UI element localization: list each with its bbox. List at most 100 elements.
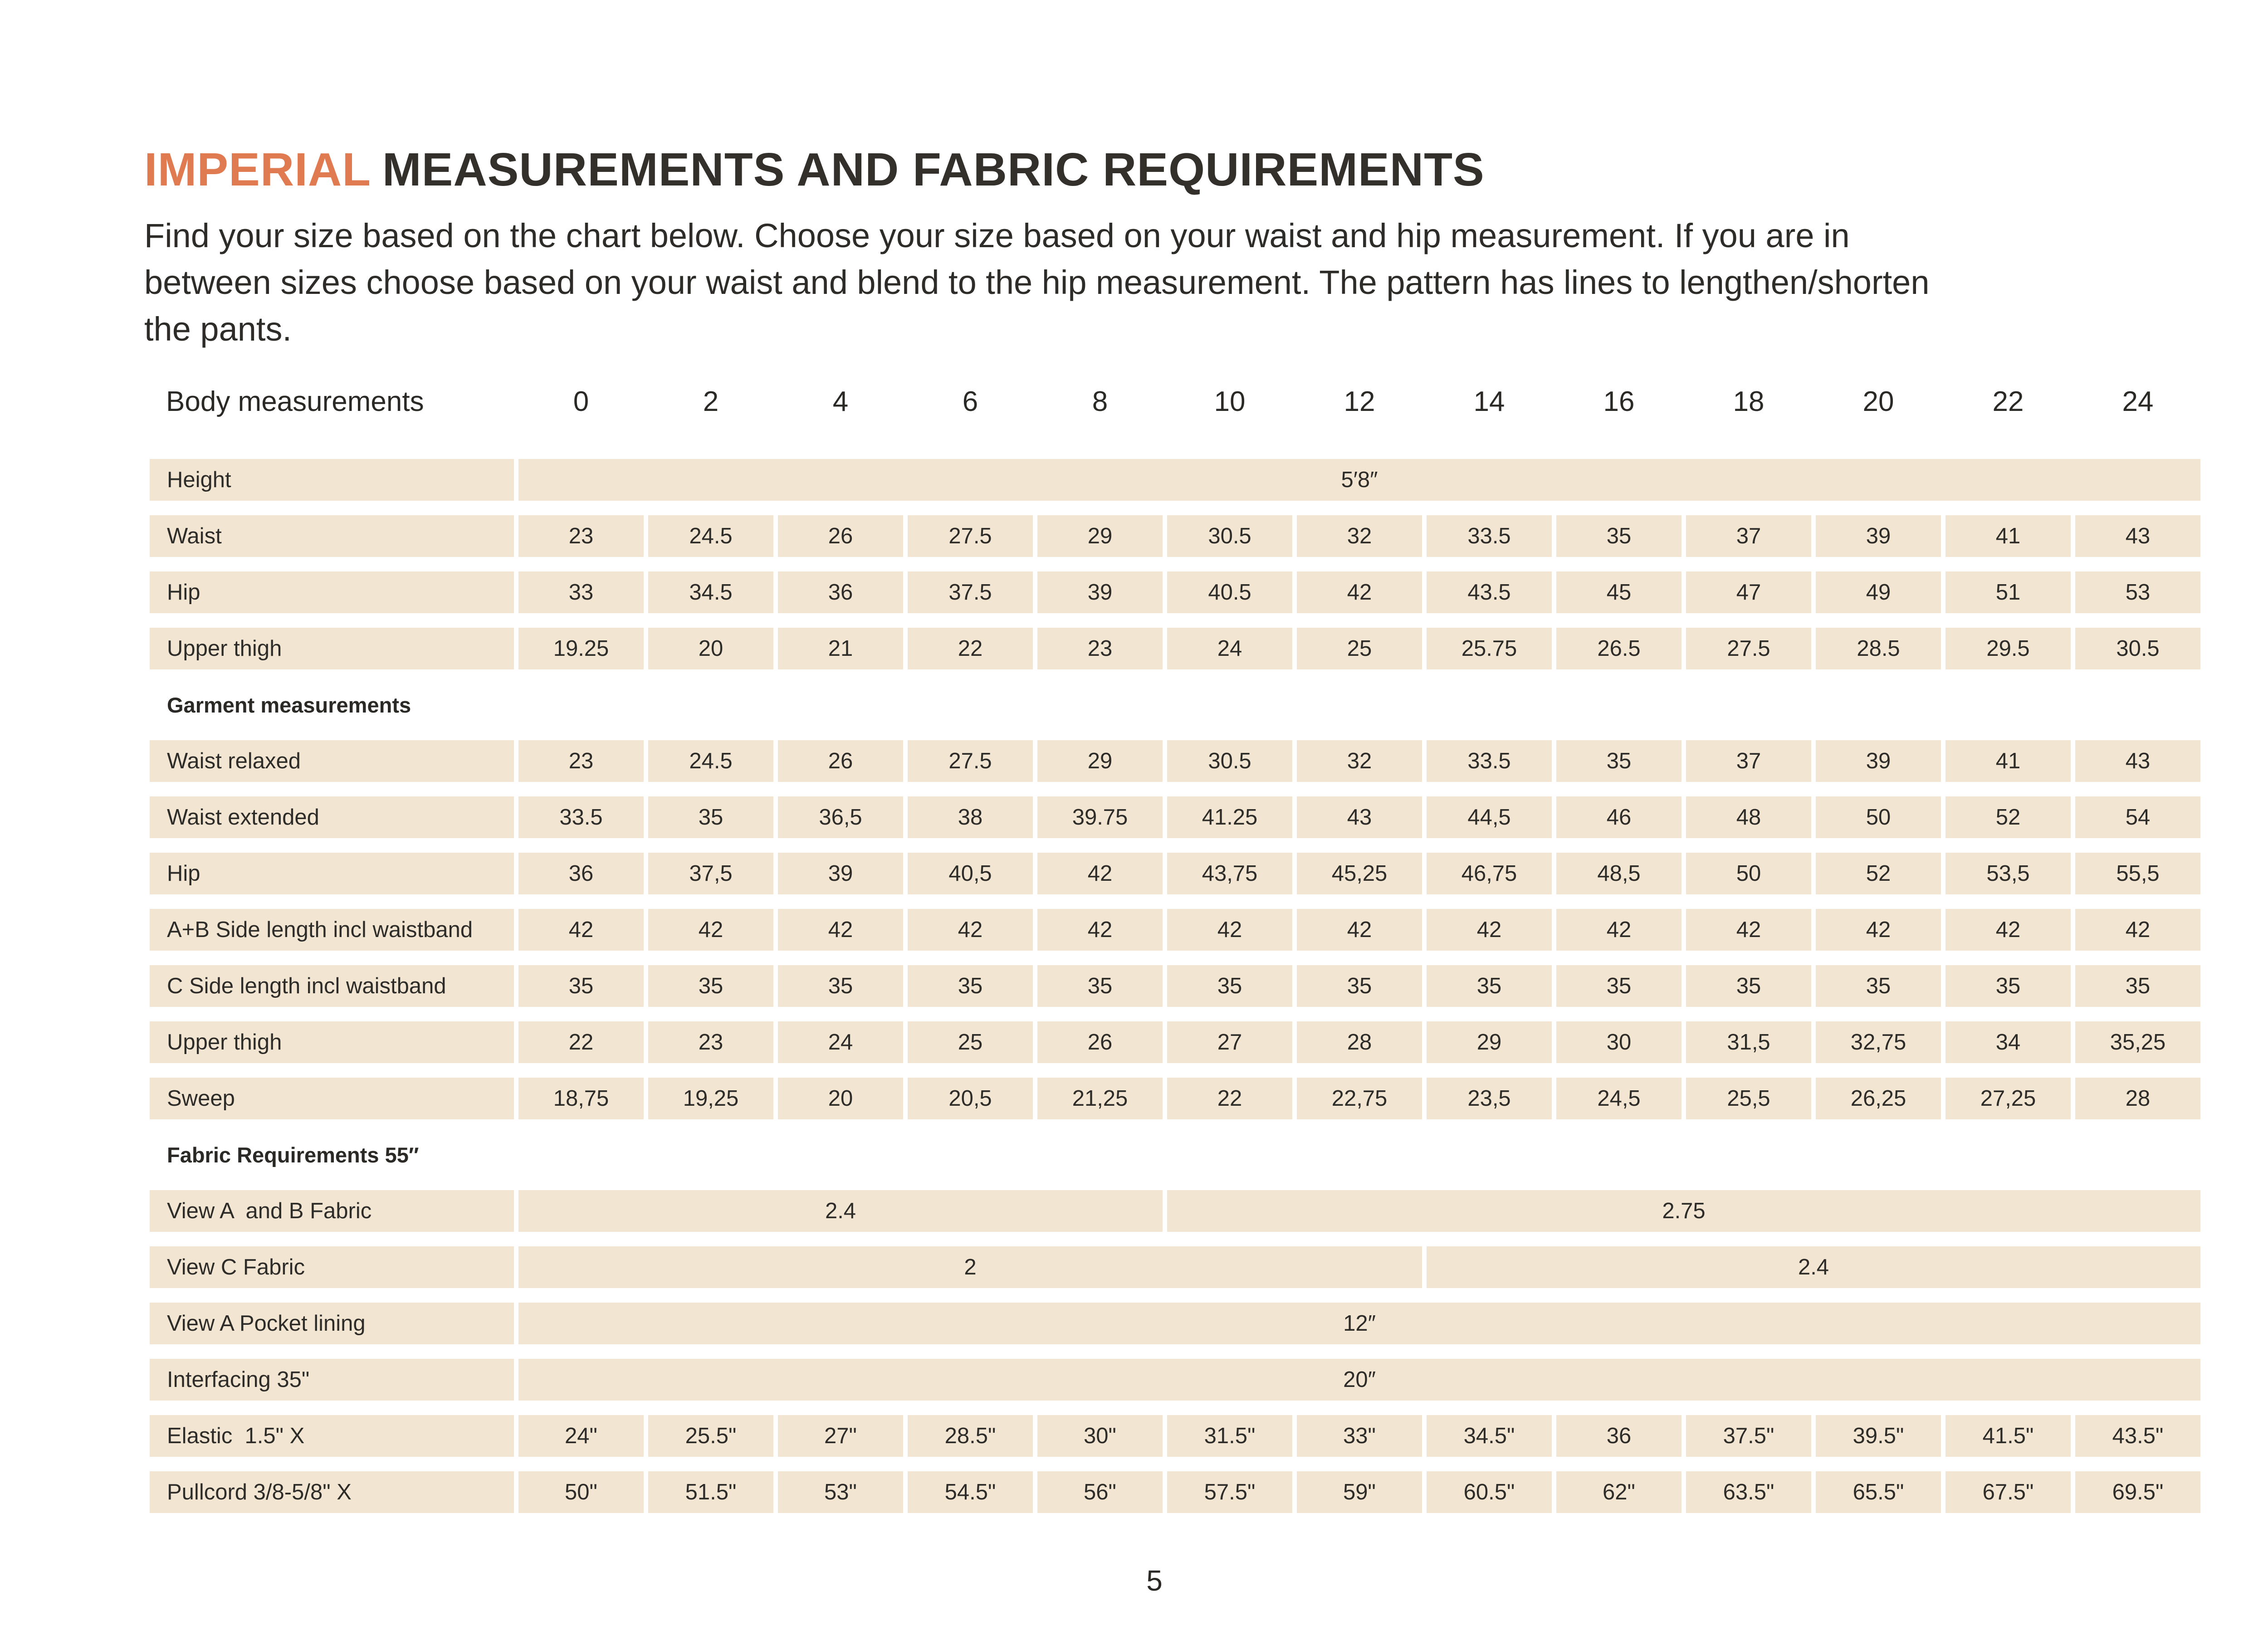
- cell-value: 42: [1297, 909, 1422, 951]
- row-label: Elastic 1.5" X: [150, 1415, 514, 1457]
- cell-value: 36: [518, 853, 644, 894]
- cell-value: 37.5: [908, 571, 1033, 613]
- row-label: Waist: [150, 515, 514, 557]
- cell-value: 27.5: [908, 740, 1033, 782]
- cell-value: 50: [1816, 796, 1941, 838]
- cell-value: 56": [1037, 1471, 1163, 1513]
- cell-value: 32: [1297, 740, 1422, 782]
- size-column-header: 24: [2122, 386, 2154, 417]
- intro-line: Find your size based on the chart below.…: [144, 217, 1850, 254]
- cell-value: 54.5": [908, 1471, 1033, 1513]
- cell-value: 42: [778, 909, 903, 951]
- cell-value: 18,75: [518, 1078, 644, 1119]
- cell-value: 62": [1556, 1471, 1681, 1513]
- cell-value: 35: [1686, 965, 1811, 1007]
- page-title: IMPERIAL MEASUREMENTS AND FABRIC REQUIREM…: [144, 146, 1485, 193]
- cell-value: 42: [648, 909, 773, 951]
- cell-value: 41.25: [1167, 796, 1292, 838]
- cell-value: 24,5: [1556, 1078, 1681, 1119]
- cell-value: 52: [1816, 853, 1941, 894]
- cell-value: 35: [648, 965, 773, 1007]
- cell-value: 24.5: [648, 515, 773, 557]
- cell-value: 35: [1167, 965, 1292, 1007]
- cell-value: 35,25: [2075, 1021, 2200, 1063]
- cell-value: 40.5: [1167, 571, 1292, 613]
- cell-value: 43: [2075, 515, 2200, 557]
- row-label: Height: [150, 459, 514, 501]
- cell-value: 35: [2075, 965, 2200, 1007]
- cell-value: 37,5: [648, 853, 773, 894]
- size-column-header: 8: [1092, 386, 1108, 417]
- cell-value: 31.5": [1167, 1415, 1292, 1457]
- cell-value: 33: [518, 571, 644, 613]
- cell-value: 42: [1297, 571, 1422, 613]
- cell-value: 27": [778, 1415, 903, 1457]
- row-label: Waist relaxed: [150, 740, 514, 782]
- cell-value: 30.5: [1167, 515, 1292, 557]
- cell-value: 29.5: [1945, 628, 2071, 669]
- cell-value: 47: [1686, 571, 1811, 613]
- cell-value: 25.5": [648, 1415, 773, 1457]
- cell-value: 41.5": [1945, 1415, 2071, 1457]
- cell-value: 39.75: [1037, 796, 1163, 838]
- cell-value: 54: [2075, 796, 2200, 838]
- cell-value: 22: [1167, 1078, 1292, 1119]
- cell-value: 51.5": [648, 1471, 773, 1513]
- cell-value: 49: [1816, 571, 1941, 613]
- cell-value: 19,25: [648, 1078, 773, 1119]
- cell-value: 42: [2075, 909, 2200, 951]
- cell-value: 57.5": [1167, 1471, 1292, 1513]
- cell-value: 37: [1686, 740, 1811, 782]
- cell-value: 63.5": [1686, 1471, 1811, 1513]
- page-number: 5: [1146, 1564, 1163, 1597]
- cell-value: 27.5: [1686, 628, 1811, 669]
- cell-value: 53: [2075, 571, 2200, 613]
- row-label: View C Fabric: [150, 1246, 514, 1288]
- cell-value: 35: [1945, 965, 2071, 1007]
- cell-value: 42: [1167, 909, 1292, 951]
- intro-line: the pants.: [144, 310, 292, 348]
- cell-value: 51: [1945, 571, 2071, 613]
- cell-value: 24.5: [648, 740, 773, 782]
- cell-value: 30: [1556, 1021, 1681, 1063]
- cell-value: 43.5": [2075, 1415, 2200, 1457]
- cell-value: 53,5: [1945, 853, 2071, 894]
- merged-cell-value: 2: [518, 1246, 1422, 1288]
- cell-value: 44,5: [1427, 796, 1552, 838]
- cell-value: 29: [1037, 515, 1163, 557]
- row-label: Upper thigh: [150, 1021, 514, 1063]
- row-label: C Side length incl waistband: [150, 965, 514, 1007]
- cell-value: 39: [778, 853, 903, 894]
- cell-value: 19.25: [518, 628, 644, 669]
- cell-value: 23: [1037, 628, 1163, 669]
- cell-value: 53": [778, 1471, 903, 1513]
- cell-value: 36: [778, 571, 903, 613]
- cell-value: 42: [1945, 909, 2071, 951]
- cell-value: 69.5": [2075, 1471, 2200, 1513]
- cell-value: 25.75: [1427, 628, 1552, 669]
- cell-value: 43,75: [1167, 853, 1292, 894]
- row-label: View A and B Fabric: [150, 1190, 514, 1232]
- cell-value: 43: [2075, 740, 2200, 782]
- size-column-header: 10: [1214, 386, 1246, 417]
- section-label: Garment measurements: [150, 684, 2200, 726]
- cell-value: 22: [908, 628, 1033, 669]
- cell-value: 33.5: [518, 796, 644, 838]
- cell-value: 30.5: [1167, 740, 1292, 782]
- page-title-highlight: IMPERIAL: [144, 143, 371, 195]
- size-column-header: 18: [1733, 386, 1765, 417]
- cell-value: 35: [908, 965, 1033, 1007]
- row-label: Hip: [150, 571, 514, 613]
- cell-value: 37.5": [1686, 1415, 1811, 1457]
- cell-value: 26.5: [1556, 628, 1681, 669]
- cell-value: 28.5": [908, 1415, 1033, 1457]
- cell-value: 48,5: [1556, 853, 1681, 894]
- row-label: Sweep: [150, 1078, 514, 1119]
- row-label: View A Pocket lining: [150, 1303, 514, 1344]
- cell-value: 34.5": [1427, 1415, 1552, 1457]
- cell-value: 52: [1945, 796, 2071, 838]
- cell-value: 29: [1427, 1021, 1552, 1063]
- cell-value: 35: [1556, 515, 1681, 557]
- cell-value: 35: [1297, 965, 1422, 1007]
